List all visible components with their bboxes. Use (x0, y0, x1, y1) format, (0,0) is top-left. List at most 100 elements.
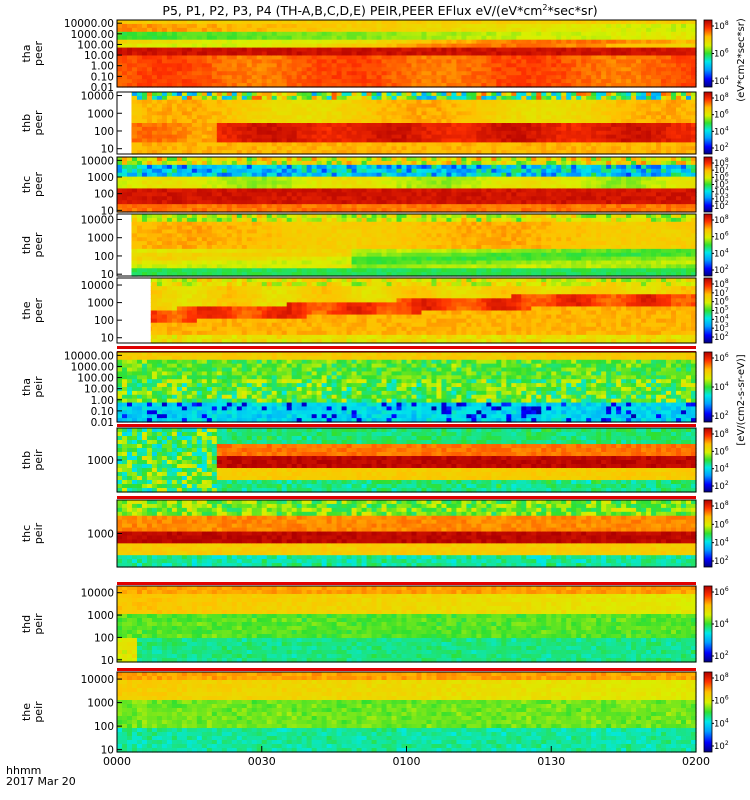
y-tick-label: 1000 (87, 455, 114, 467)
y-tick-label: 10000.00 (64, 18, 114, 30)
y-tick-label: 100.00 (77, 39, 114, 51)
y-tick-label: 10000 (81, 588, 114, 600)
colorbar-tick-label: 106 (714, 109, 729, 121)
panel-label-product: peir (32, 613, 45, 635)
colorbar-tick-label: 106 (714, 518, 729, 530)
panel-label-product: peir (32, 376, 45, 398)
panel-label-product: peer (32, 172, 45, 198)
colorbar-tick-label: 102 (714, 480, 729, 492)
colorbar-tick-label: 108 (714, 278, 729, 290)
colorbar-tick-label: 102 (714, 650, 729, 662)
colorbar-tick-label: 106 (714, 352, 729, 364)
colorbar-tick-label: 102 (714, 264, 729, 276)
y-tick-label: 0.10 (91, 406, 114, 418)
panel-label-probe: thd (20, 236, 33, 254)
y-tick-label: 10 (101, 269, 114, 281)
panel-frame (116, 585, 697, 663)
y-tick-label: 10 (101, 333, 114, 345)
y-tick-label: 0.01 (91, 82, 114, 94)
y-tick-label: 1000 (87, 529, 114, 541)
colorbar-tick-label: 106 (714, 586, 729, 598)
colorbar-tick-label: 106 (714, 48, 729, 60)
y-tick-label: 10 (101, 745, 114, 757)
heatmap-cells (150, 278, 697, 344)
y-tick-label: 1000 (87, 698, 114, 710)
spectrogram-panel: 10000 1000 100 10 thb peer 108 106 104 102 (20, 91, 729, 156)
panel-label-probe: the (20, 703, 33, 721)
y-tick-label: 1000 (87, 233, 114, 245)
colorbar-tick-label: 105 (714, 305, 729, 317)
colorbar-tick-label: 102 (714, 410, 729, 422)
colorbar-tick-label: 103 (714, 322, 729, 334)
panel-label-product: peer (32, 232, 45, 258)
y-tick-label: 10 (101, 205, 114, 217)
colorbar-tick-label: 108 (714, 214, 729, 226)
colorbar-tick-label: 104 (714, 618, 729, 630)
colorbar-tick-label: 104 (714, 247, 729, 259)
y-tick-label: 1000 (87, 108, 114, 120)
colorbar-tick-label: 106 (714, 296, 729, 308)
heatmap-cells (117, 586, 697, 663)
spectrogram-panel: 10000 1000 100 10 thc peer 1081071061051041031… (20, 155, 729, 217)
y-tick-label: 0.10 (91, 71, 114, 83)
panel-label-probe: thb (20, 451, 33, 469)
colorbar: 108 106 104 (703, 19, 729, 88)
colorbar-tick-label: 102 (714, 740, 729, 752)
colorbar: 108 106 104 102 (703, 213, 729, 277)
panel-label-product: peir (32, 522, 45, 544)
x-tick-label: 0200 (682, 755, 710, 768)
y-tick-label: 1.00 (91, 61, 114, 73)
colorbar-tick-label: 106 (714, 171, 729, 183)
panel-frame (116, 19, 697, 88)
colorbar-tick-label: 108 (714, 500, 729, 512)
panel-label-product: peer (32, 298, 45, 324)
heatmap-cells (117, 428, 697, 493)
colorbar-tick-label: 106 (714, 695, 729, 707)
colorbar-tick-label: 107 (714, 164, 729, 176)
colorbar-tick-label: 108 (714, 672, 729, 684)
panel-label-probe: thc (20, 525, 33, 542)
y-tick-label: 10 (101, 144, 114, 156)
colorbar-tick-label: 102 (714, 142, 729, 154)
colorbar: 108 106 104 102 (703, 91, 729, 155)
colorbar-tick-label: 102 (714, 331, 729, 343)
y-tick-label: 10000 (81, 91, 114, 103)
y-tick-label: 100 (94, 126, 114, 138)
chart-title: P5, P1, P2, P3, P4 (TH-A,B,C,D,E) PEIR,P… (162, 3, 597, 18)
spectrogram-panel: 10000 1000 100 10 the peir 108 106 104 102 (20, 671, 729, 757)
panels-group: 10000.001000.00100.0010.001.000.100.01th… (20, 18, 729, 756)
colorbar-tick-label: 104 (714, 717, 729, 729)
y-tick-label: 10.00 (84, 384, 114, 396)
heatmap-cells (117, 500, 697, 568)
panel-label-product: peir (32, 701, 45, 723)
heatmap-cells (117, 672, 697, 753)
panel-frame (116, 351, 697, 423)
y-tick-label: 10 (101, 655, 114, 667)
panel-label-probe: tha (20, 44, 33, 62)
colorbar-tick-label: 108 (714, 20, 729, 32)
colorbar: 106 104 102 (703, 351, 729, 423)
spectrogram-panel: 10000 1000 100 10 the peer 1081071061051041031… (20, 277, 729, 345)
x-tick-label: 0000 (103, 755, 131, 768)
heatmap-cells (117, 20, 697, 88)
panel-frame (116, 91, 697, 155)
colorbar-tick-label: 104 (714, 186, 729, 198)
colorbar-tick-label: 105 (714, 179, 729, 191)
y-tick-label: 10000 (81, 214, 114, 226)
x-tick-label: 0100 (393, 755, 421, 768)
spectrogram-panel: 10000 1000 100 10 thd peer 108 106 104 102 (20, 213, 729, 281)
panel-label-probe: thd (20, 615, 33, 633)
y-tick-label: 1.00 (91, 395, 114, 407)
y-tick-label: 100.00 (77, 373, 114, 385)
colorbar-title-top: (eV*cm2*sec*sr) (736, 18, 747, 102)
colorbar-tick-label: 104 (714, 75, 729, 87)
y-tick-label: 10000 (81, 155, 114, 167)
panel-label-probe: thb (20, 114, 33, 132)
spectrogram-panel: 10000 1000 100 10 thd peir 106 104 102 (20, 585, 729, 667)
spectrogram-panel: 1000 thb peir 108 106 104 102 (20, 427, 729, 493)
spectrogram-panel: 1000 thc peir 108 106 104 102 (20, 499, 729, 568)
panel-label-probe: the (20, 301, 33, 319)
x-tick-label: 0130 (537, 755, 565, 768)
